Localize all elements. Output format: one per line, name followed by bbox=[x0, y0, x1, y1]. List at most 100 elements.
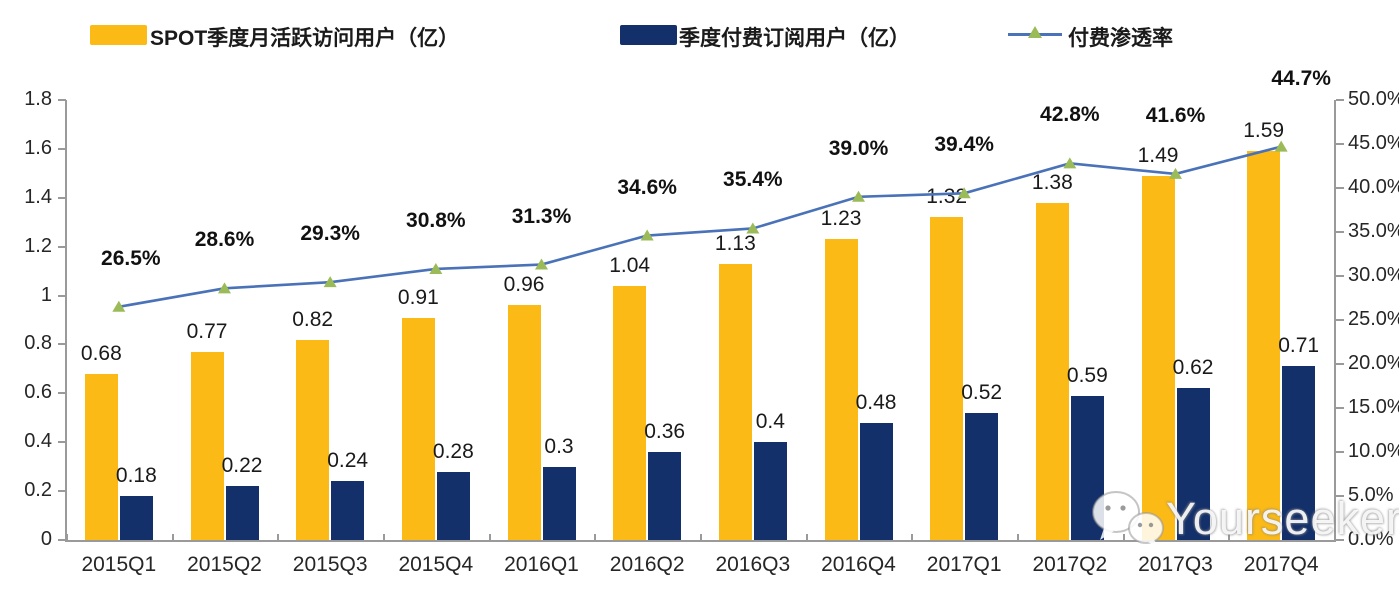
line-label-penetration: 26.5% bbox=[101, 246, 161, 270]
legend-label-penetration: 付费渗透率 bbox=[1068, 27, 1173, 50]
bar-mau bbox=[613, 285, 647, 540]
bar-label-mau: 0.96 bbox=[503, 273, 545, 297]
y-axis-right-label: 35.0% bbox=[1348, 220, 1399, 242]
bar-label-mau: 1.23 bbox=[820, 207, 862, 231]
y-axis-right-label: 0.0% bbox=[1348, 528, 1394, 550]
bar-label-mau: 1.13 bbox=[714, 231, 756, 255]
bar-label-subscribers: 0.71 bbox=[1278, 334, 1320, 358]
legend-label-mau: SPOT季度月活跃访问用户（亿） bbox=[150, 27, 460, 50]
x-axis-category-label: 2015Q1 bbox=[81, 553, 157, 576]
y-axis-right-tick bbox=[1336, 495, 1344, 497]
y-axis-left-tick bbox=[58, 294, 66, 297]
y-axis-right-label: 50.0% bbox=[1348, 88, 1399, 110]
y-axis-right bbox=[1334, 100, 1336, 541]
bar-subscribers bbox=[119, 496, 153, 540]
bar-label-mau: 0.77 bbox=[186, 319, 228, 343]
y-axis-left-label: 0 bbox=[40, 528, 52, 550]
x-axis-category-label: 2015Q3 bbox=[292, 553, 368, 576]
x-axis-category-label: 2015Q4 bbox=[398, 553, 474, 576]
line-marker-triangle bbox=[1063, 157, 1077, 169]
line-marker-triangle bbox=[218, 282, 231, 294]
bar-label-subscribers: 0.3 bbox=[544, 434, 574, 458]
x-axis-tick bbox=[171, 534, 174, 542]
line-label-penetration: 30.8% bbox=[406, 208, 466, 232]
legend-marker-triangle-icon bbox=[1028, 26, 1042, 38]
y-axis-left bbox=[65, 100, 67, 541]
x-axis-tick bbox=[277, 534, 280, 542]
line-label-penetration: 31.3% bbox=[511, 204, 572, 228]
y-axis-right-tick bbox=[1336, 451, 1344, 453]
x-axis-category-label: 2017Q1 bbox=[926, 553, 1002, 576]
x-axis-category-label: 2016Q3 bbox=[715, 553, 791, 576]
y-axis-left-label: 0.8 bbox=[24, 332, 52, 355]
line-marker-triangle bbox=[1169, 167, 1182, 179]
bar-label-mau: 1.04 bbox=[609, 253, 651, 277]
bar-mau bbox=[296, 339, 330, 540]
line-label-penetration: 29.3% bbox=[300, 222, 360, 246]
line-label-penetration: 39.4% bbox=[934, 133, 994, 157]
bar-label-mau: 0.68 bbox=[80, 341, 122, 365]
bar-mau bbox=[1141, 175, 1175, 540]
y-axis-left-label: 1.4 bbox=[24, 185, 52, 208]
y-axis-left-label: 1.6 bbox=[24, 136, 52, 159]
legend-swatch-subscribers bbox=[620, 25, 677, 45]
y-axis-left-label: 1.2 bbox=[24, 234, 52, 257]
bar-subscribers bbox=[965, 412, 999, 540]
bar-label-subscribers: 0.48 bbox=[855, 390, 897, 414]
bar-mau bbox=[507, 305, 541, 540]
x-axis-tick bbox=[1017, 534, 1019, 542]
line-label-penetration: 42.8% bbox=[1040, 103, 1100, 127]
bar-label-subscribers: 0.18 bbox=[115, 464, 157, 487]
y-axis-left-tick bbox=[58, 147, 66, 150]
y-axis-right-tick bbox=[1336, 99, 1344, 101]
y-axis-right-label: 30.0% bbox=[1348, 264, 1399, 286]
y-axis-left-tick bbox=[58, 539, 66, 541]
bar-subscribers bbox=[436, 471, 470, 540]
x-axis-category-label: 2017Q4 bbox=[1243, 553, 1319, 576]
x-axis-category-label: 2017Q2 bbox=[1032, 553, 1108, 576]
x-axis-category-label: 2015Q2 bbox=[187, 553, 262, 576]
bar-subscribers bbox=[1282, 366, 1316, 540]
bar-label-mau: 0.82 bbox=[292, 307, 334, 331]
line-label-penetration: 39.0% bbox=[828, 136, 889, 160]
bar-label-subscribers: 0.24 bbox=[327, 449, 369, 473]
bar-label-mau: 1.38 bbox=[1031, 170, 1073, 194]
line-label-penetration: 41.6% bbox=[1145, 103, 1206, 127]
bar-subscribers bbox=[225, 486, 259, 540]
y-axis-right-label: 5.0% bbox=[1348, 484, 1394, 506]
bar-label-mau: 0.91 bbox=[397, 285, 439, 309]
y-axis-left-label: 0.6 bbox=[24, 381, 52, 404]
y-axis-right-label: 20.0% bbox=[1348, 352, 1399, 374]
bar-subscribers bbox=[542, 466, 576, 540]
x-axis-tick bbox=[911, 534, 914, 542]
y-axis-right-label: 15.0% bbox=[1348, 396, 1399, 418]
bar-mau bbox=[1035, 202, 1069, 540]
bar-mau bbox=[718, 263, 752, 540]
bar-label-mau: 1.32 bbox=[926, 185, 968, 209]
x-axis-tick bbox=[1228, 534, 1231, 542]
x-axis-tick bbox=[1334, 534, 1336, 542]
line-marker-triangle bbox=[640, 229, 654, 241]
line-label-penetration: 44.7% bbox=[1271, 66, 1331, 90]
bar-mau bbox=[190, 351, 224, 540]
y-axis-left-tick bbox=[58, 490, 66, 493]
y-axis-left-tick bbox=[58, 99, 66, 101]
bar-label-mau: 1.59 bbox=[1243, 119, 1285, 143]
line-label-penetration: 34.6% bbox=[617, 175, 677, 199]
bar-label-subscribers: 0.4 bbox=[755, 410, 785, 434]
bar-label-subscribers: 0.28 bbox=[432, 439, 474, 463]
y-axis-right-tick bbox=[1336, 187, 1344, 189]
bar-label-subscribers: 0.52 bbox=[961, 380, 1003, 404]
y-axis-left-label: 1 bbox=[40, 283, 52, 306]
bar-mau bbox=[401, 317, 435, 540]
y-axis-right-label: 10.0% bbox=[1348, 440, 1399, 462]
bar-subscribers bbox=[859, 422, 893, 540]
y-axis-right-tick bbox=[1336, 363, 1344, 365]
line-marker-triangle bbox=[1274, 140, 1288, 152]
x-axis-tick bbox=[700, 534, 702, 542]
x-axis-category-label: 2017Q3 bbox=[1138, 553, 1213, 576]
y-axis-right-tick bbox=[1336, 275, 1344, 277]
y-axis-left-tick bbox=[58, 245, 66, 248]
